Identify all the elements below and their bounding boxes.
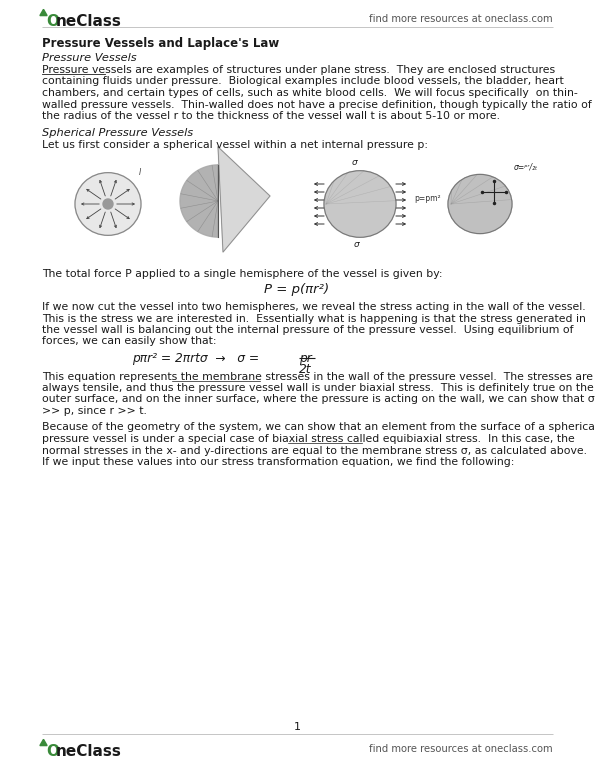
Text: chambers, and certain types of cells, such as white blood cells.  We will focus : chambers, and certain types of cells, su… (42, 88, 578, 98)
Text: Let us first consider a spherical vessel within a net internal pressure p:: Let us first consider a spherical vessel… (42, 139, 428, 149)
Text: σ: σ (352, 158, 358, 167)
Text: This is the stress we are interested in.  Essentially what is happening is that : This is the stress we are interested in.… (42, 313, 586, 323)
Text: normal stresses in the x- and y-directions are equal to the membrane stress σ, a: normal stresses in the x- and y-directio… (42, 446, 587, 456)
Ellipse shape (75, 172, 141, 236)
Text: If we input these values into our stress transformation equation, we find the fo: If we input these values into our stress… (42, 457, 514, 467)
Polygon shape (218, 147, 270, 252)
Text: find more resources at oneclass.com: find more resources at oneclass.com (369, 744, 553, 754)
Text: pr: pr (299, 352, 312, 365)
Ellipse shape (448, 174, 512, 233)
Text: 1: 1 (293, 722, 300, 732)
Text: If we now cut the vessel into two hemispheres, we reveal the stress acting in th: If we now cut the vessel into two hemisp… (42, 302, 585, 312)
Text: pπr² = 2πrtσ  →   σ =: pπr² = 2πrtσ → σ = (132, 352, 263, 365)
Text: >> p, since r >> t.: >> p, since r >> t. (42, 406, 147, 416)
Text: neClass: neClass (55, 744, 121, 759)
Text: Pressure Vessels and Laplace's Law: Pressure Vessels and Laplace's Law (42, 37, 279, 50)
Text: Spherical Pressure Vessels: Spherical Pressure Vessels (42, 128, 193, 138)
Text: O: O (46, 14, 59, 29)
Text: P = p(πr²): P = p(πr²) (264, 283, 330, 296)
Text: walled pressure vessels.  Thin-walled does not have a precise definition, though: walled pressure vessels. Thin-walled doe… (42, 99, 592, 109)
Text: pressure vessel is under a special case of biaxial stress called equibiaxial str: pressure vessel is under a special case … (42, 434, 575, 444)
Polygon shape (180, 165, 218, 237)
Text: containing fluids under pressure.  Biological examples include blood vessels, th: containing fluids under pressure. Biolog… (42, 76, 563, 86)
Circle shape (103, 199, 113, 209)
Text: the radius of the vessel r to the thickness of the vessel wall t is about 5-10 o: the radius of the vessel r to the thickn… (42, 111, 500, 121)
Text: The total force P applied to a single hemisphere of the vessel is given by:: The total force P applied to a single he… (42, 269, 443, 279)
Text: O: O (46, 744, 59, 759)
Text: 2t: 2t (299, 363, 312, 376)
Text: always tensile, and thus the pressure vessel wall is under biaxial stress.  This: always tensile, and thus the pressure ve… (42, 383, 594, 393)
Text: forces, we can easily show that:: forces, we can easily show that: (42, 336, 217, 346)
Text: Pressure Vessels: Pressure Vessels (42, 53, 137, 63)
Text: find more resources at oneclass.com: find more resources at oneclass.com (369, 14, 553, 24)
Text: Pressure vessels are examples of structures under plane stress.  They are enclos: Pressure vessels are examples of structu… (42, 65, 555, 75)
Text: neClass: neClass (55, 14, 121, 29)
Text: outer surface, and on the inner surface, where the pressure is acting on the wal: outer surface, and on the inner surface,… (42, 394, 595, 404)
Text: σ=ᵖʳ/₂ₜ: σ=ᵖʳ/₂ₜ (514, 162, 538, 172)
Text: l: l (139, 168, 141, 176)
Text: This equation represents the membrane stresses in the wall of the pressure vesse: This equation represents the membrane st… (42, 371, 593, 381)
Ellipse shape (324, 171, 396, 237)
Text: the vessel wall is balancing out the internal pressure of the pressure vessel.  : the vessel wall is balancing out the int… (42, 325, 574, 335)
Text: σ: σ (354, 240, 360, 249)
Text: p=pm²: p=pm² (414, 194, 441, 203)
Text: Because of the geometry of the system, we can show that an element from the surf: Because of the geometry of the system, w… (42, 423, 595, 433)
